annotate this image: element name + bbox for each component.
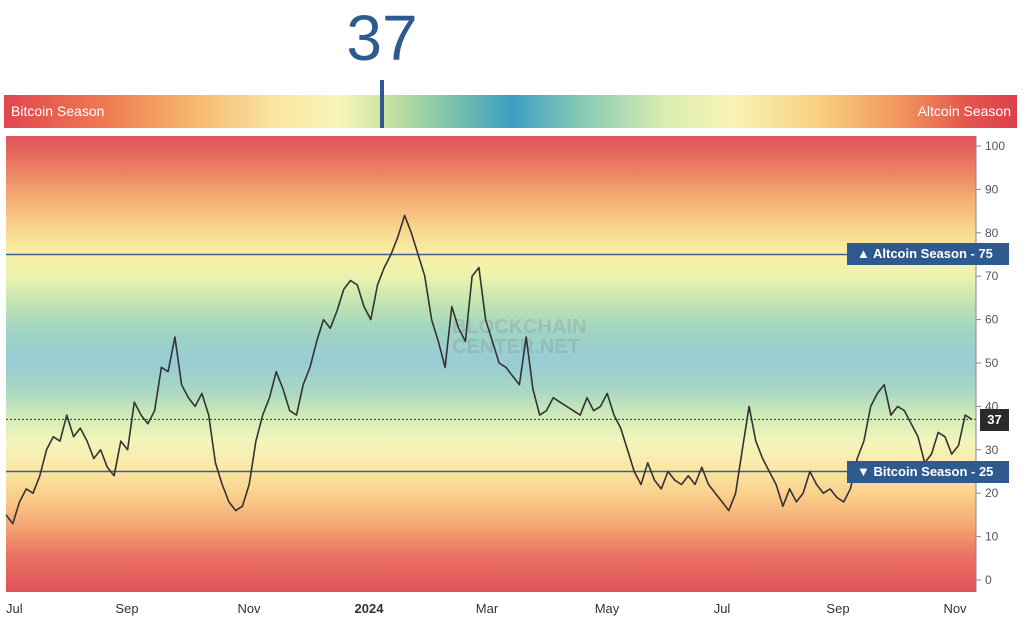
- bitcoin-season-badge: ▼ Bitcoin Season - 25: [847, 461, 1009, 483]
- x-tick-label: Nov: [237, 601, 261, 616]
- current-value-badge: 37: [980, 409, 1009, 431]
- y-tick-label: 50: [985, 356, 999, 370]
- altcoin-season-badge: ▲ Altcoin Season - 75: [847, 243, 1009, 265]
- y-tick-label: 70: [985, 269, 999, 283]
- y-tick-label: 30: [985, 443, 999, 457]
- gauge-label-bitcoin-season: Bitcoin Season: [11, 103, 105, 119]
- altcoin-index-line: [5, 214, 973, 525]
- index-value: 37: [346, 2, 418, 74]
- reference-lines: [6, 253, 976, 473]
- x-tick-label: Nov: [943, 601, 967, 616]
- y-tick-label: 100: [985, 139, 1005, 153]
- watermark-line-2: CENTER.NET: [452, 336, 580, 358]
- y-tick-label: 60: [985, 313, 999, 327]
- plot-background: [6, 136, 976, 592]
- y-tick-label: 20: [985, 486, 999, 500]
- x-tick-label: Sep: [826, 601, 849, 616]
- gauge-needle: [380, 80, 384, 128]
- x-tick-label: 2024: [355, 601, 385, 616]
- gauge-label-altcoin-season: Altcoin Season: [917, 103, 1011, 119]
- y-tick-label: 0: [985, 573, 992, 587]
- y-tick-label: 90: [985, 182, 999, 196]
- x-tick-label: Mar: [476, 601, 499, 616]
- y-tick-label: 10: [985, 530, 999, 544]
- y-tick-label: 80: [985, 226, 999, 240]
- season-gauge-bar: Bitcoin Season Altcoin Season: [4, 95, 1017, 128]
- x-axis: Jul Sep Nov 2024 Mar May Jul Sep Nov: [6, 601, 967, 616]
- x-tick-label: May: [595, 601, 620, 616]
- x-tick-label: Jul: [714, 601, 731, 616]
- x-tick-label: Jul: [6, 601, 23, 616]
- x-tick-label: Sep: [115, 601, 138, 616]
